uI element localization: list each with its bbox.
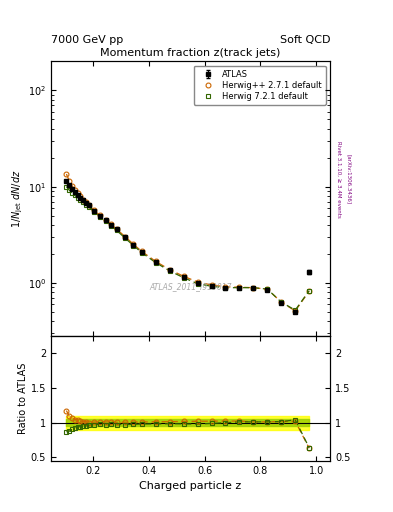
Herwig++ 2.7.1 default bbox=[237, 284, 242, 290]
Herwig 7.2.1 default bbox=[293, 307, 298, 313]
Herwig 7.2.1 default bbox=[78, 197, 83, 203]
Herwig 7.2.1 default bbox=[114, 227, 119, 233]
Herwig++ 2.7.1 default bbox=[72, 187, 77, 193]
Y-axis label: $1/N_\mathrm{jet}\;dN/dz$: $1/N_\mathrm{jet}\;dN/dz$ bbox=[11, 169, 25, 228]
Herwig++ 2.7.1 default bbox=[167, 267, 172, 273]
Herwig++ 2.7.1 default bbox=[140, 248, 144, 254]
Title: Momentum fraction z(track jets): Momentum fraction z(track jets) bbox=[101, 48, 281, 58]
Herwig++ 2.7.1 default bbox=[181, 273, 186, 280]
Herwig 7.2.1 default bbox=[86, 204, 91, 210]
Herwig++ 2.7.1 default bbox=[86, 202, 91, 208]
Herwig 7.2.1 default bbox=[123, 235, 127, 241]
Herwig++ 2.7.1 default bbox=[153, 259, 158, 265]
Herwig 7.2.1 default bbox=[279, 299, 284, 305]
Herwig 7.2.1 default bbox=[97, 214, 102, 220]
Herwig++ 2.7.1 default bbox=[293, 308, 298, 314]
Herwig++ 2.7.1 default bbox=[70, 183, 74, 189]
Herwig 7.2.1 default bbox=[64, 183, 69, 189]
Herwig++ 2.7.1 default bbox=[97, 212, 102, 218]
Herwig++ 2.7.1 default bbox=[279, 299, 284, 305]
Text: Rivet 3.1.10, ≥ 3.4M events: Rivet 3.1.10, ≥ 3.4M events bbox=[336, 141, 341, 218]
Text: 7000 GeV pp: 7000 GeV pp bbox=[51, 35, 123, 45]
Herwig 7.2.1 default bbox=[195, 281, 200, 287]
Herwig++ 2.7.1 default bbox=[78, 194, 83, 200]
Herwig 7.2.1 default bbox=[72, 193, 77, 199]
Legend: ATLAS, Herwig++ 2.7.1 default, Herwig 7.2.1 default: ATLAS, Herwig++ 2.7.1 default, Herwig 7.… bbox=[194, 66, 326, 105]
Herwig++ 2.7.1 default bbox=[75, 190, 80, 197]
Line: Herwig++ 2.7.1 default: Herwig++ 2.7.1 default bbox=[64, 172, 312, 313]
Herwig++ 2.7.1 default bbox=[223, 284, 228, 290]
Herwig++ 2.7.1 default bbox=[131, 241, 136, 247]
Herwig 7.2.1 default bbox=[70, 190, 74, 196]
Herwig++ 2.7.1 default bbox=[123, 233, 127, 240]
Herwig++ 2.7.1 default bbox=[103, 217, 108, 223]
Herwig++ 2.7.1 default bbox=[67, 178, 72, 184]
Herwig 7.2.1 default bbox=[92, 209, 97, 215]
Herwig++ 2.7.1 default bbox=[195, 279, 200, 285]
Herwig++ 2.7.1 default bbox=[251, 285, 256, 291]
Herwig++ 2.7.1 default bbox=[307, 288, 312, 294]
Herwig++ 2.7.1 default bbox=[81, 197, 86, 203]
Herwig 7.2.1 default bbox=[75, 195, 80, 201]
Herwig 7.2.1 default bbox=[307, 288, 312, 294]
Herwig++ 2.7.1 default bbox=[92, 207, 97, 214]
Herwig 7.2.1 default bbox=[251, 285, 256, 291]
Y-axis label: Ratio to ATLAS: Ratio to ATLAS bbox=[18, 362, 28, 434]
Herwig 7.2.1 default bbox=[81, 199, 86, 205]
Herwig 7.2.1 default bbox=[103, 218, 108, 224]
Herwig 7.2.1 default bbox=[140, 249, 144, 255]
Herwig 7.2.1 default bbox=[109, 223, 114, 229]
Herwig 7.2.1 default bbox=[131, 243, 136, 249]
Herwig++ 2.7.1 default bbox=[114, 226, 119, 232]
Herwig 7.2.1 default bbox=[167, 268, 172, 274]
Herwig++ 2.7.1 default bbox=[84, 199, 88, 205]
Herwig 7.2.1 default bbox=[181, 274, 186, 281]
Line: Herwig 7.2.1 default: Herwig 7.2.1 default bbox=[64, 184, 312, 312]
Herwig++ 2.7.1 default bbox=[109, 221, 114, 227]
Herwig 7.2.1 default bbox=[153, 260, 158, 266]
Text: [arXiv:1306.3436]: [arXiv:1306.3436] bbox=[346, 154, 351, 204]
Herwig 7.2.1 default bbox=[84, 202, 88, 208]
X-axis label: Charged particle z: Charged particle z bbox=[140, 481, 242, 491]
Text: Soft QCD: Soft QCD bbox=[280, 35, 330, 45]
Herwig 7.2.1 default bbox=[223, 285, 228, 291]
Herwig++ 2.7.1 default bbox=[265, 286, 270, 292]
Herwig 7.2.1 default bbox=[67, 187, 72, 193]
Herwig 7.2.1 default bbox=[237, 285, 242, 291]
Herwig++ 2.7.1 default bbox=[64, 171, 69, 177]
Text: ATLAS_2011_I919017: ATLAS_2011_I919017 bbox=[149, 282, 232, 291]
Herwig 7.2.1 default bbox=[265, 286, 270, 292]
Herwig 7.2.1 default bbox=[209, 283, 214, 289]
Herwig++ 2.7.1 default bbox=[209, 282, 214, 288]
